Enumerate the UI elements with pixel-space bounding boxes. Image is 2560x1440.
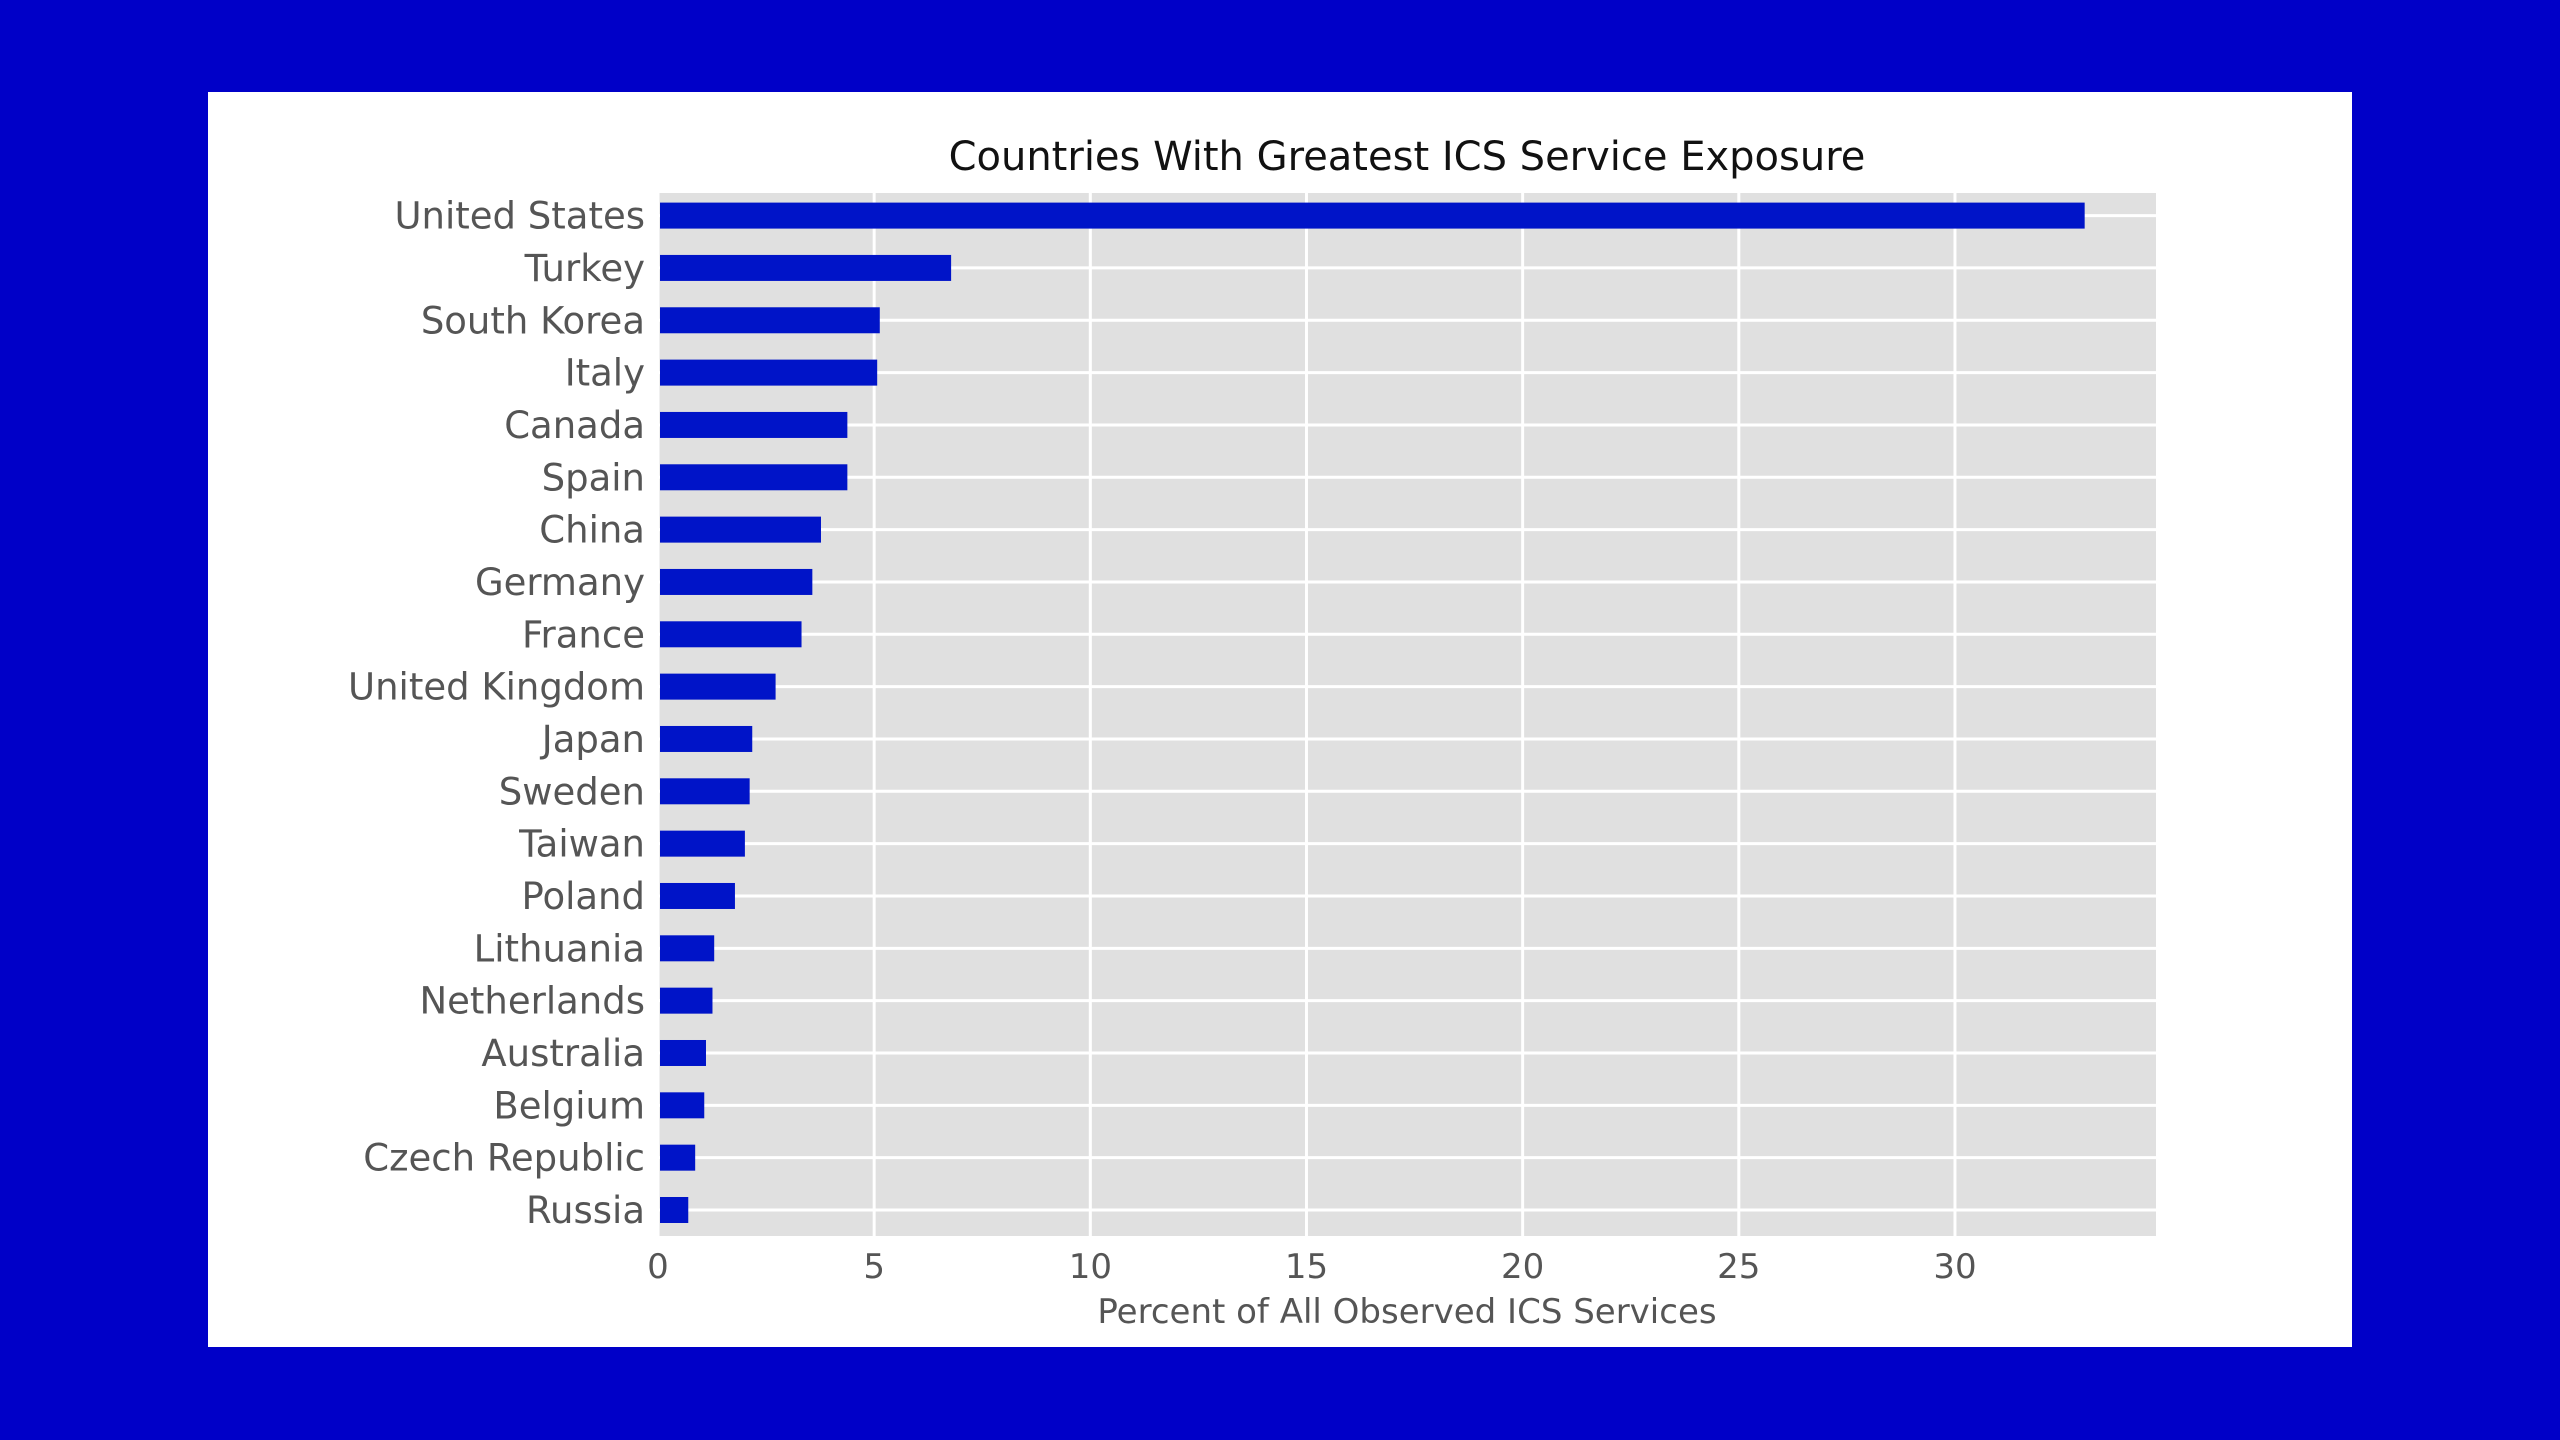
- plot-area: [658, 193, 2156, 1236]
- y-tick-label: Czech Republic: [363, 1137, 645, 1180]
- chart-title: Countries With Greatest ICS Service Expo…: [949, 134, 1866, 180]
- y-tick-label: Italy: [565, 352, 645, 395]
- x-tick-label: 10: [1069, 1247, 1112, 1287]
- y-tick-label: Russia: [526, 1189, 645, 1232]
- x-tick-label: 25: [1717, 1247, 1760, 1287]
- bar: [660, 830, 745, 857]
- y-tick-label: United Kingdom: [348, 666, 645, 709]
- y-tick-label: Taiwan: [518, 823, 645, 866]
- bar: [660, 935, 715, 962]
- bar: [660, 254, 952, 281]
- bar: [660, 568, 813, 595]
- x-axis-label: Percent of All Observed ICS Services: [1097, 1292, 1716, 1332]
- x-tick-label: 20: [1501, 1247, 1544, 1287]
- x-tick-label: 15: [1285, 1247, 1328, 1287]
- y-tick-label: Netherlands: [419, 980, 645, 1023]
- y-tick-label: Canada: [504, 404, 645, 447]
- y-tick-label: Belgium: [493, 1084, 645, 1127]
- y-tick-label: Lithuania: [474, 927, 645, 970]
- y-tick-label: Spain: [542, 456, 645, 499]
- y-tick-label: Turkey: [524, 247, 645, 290]
- bar: [660, 359, 878, 386]
- y-tick-label: United States: [394, 195, 645, 238]
- y-tick-label: Sweden: [499, 770, 645, 813]
- y-tick-label: China: [539, 509, 645, 552]
- bar: [660, 673, 776, 700]
- bar: [660, 987, 713, 1014]
- bar: [660, 621, 802, 648]
- bar: [660, 464, 848, 491]
- y-tick-label: South Korea: [421, 299, 645, 342]
- y-tick-label: Poland: [521, 875, 645, 918]
- y-tick-label: France: [522, 613, 645, 656]
- bar: [660, 882, 735, 909]
- bar: [660, 725, 753, 752]
- bar: [660, 778, 750, 805]
- x-tick-label: 30: [1933, 1247, 1976, 1287]
- bar: [660, 202, 2085, 229]
- y-tick-label: Japan: [540, 718, 645, 761]
- bar: [660, 1092, 705, 1119]
- x-tick-label: 5: [863, 1247, 885, 1287]
- bar: [660, 307, 880, 334]
- bar: [660, 1144, 696, 1171]
- y-tick-label: Germany: [475, 561, 645, 604]
- bar: [660, 1197, 689, 1223]
- bar: [660, 1039, 706, 1066]
- bar: [660, 411, 848, 438]
- x-tick-label: 0: [647, 1247, 669, 1287]
- bar: [660, 516, 821, 543]
- y-tick-label: Australia: [481, 1032, 645, 1075]
